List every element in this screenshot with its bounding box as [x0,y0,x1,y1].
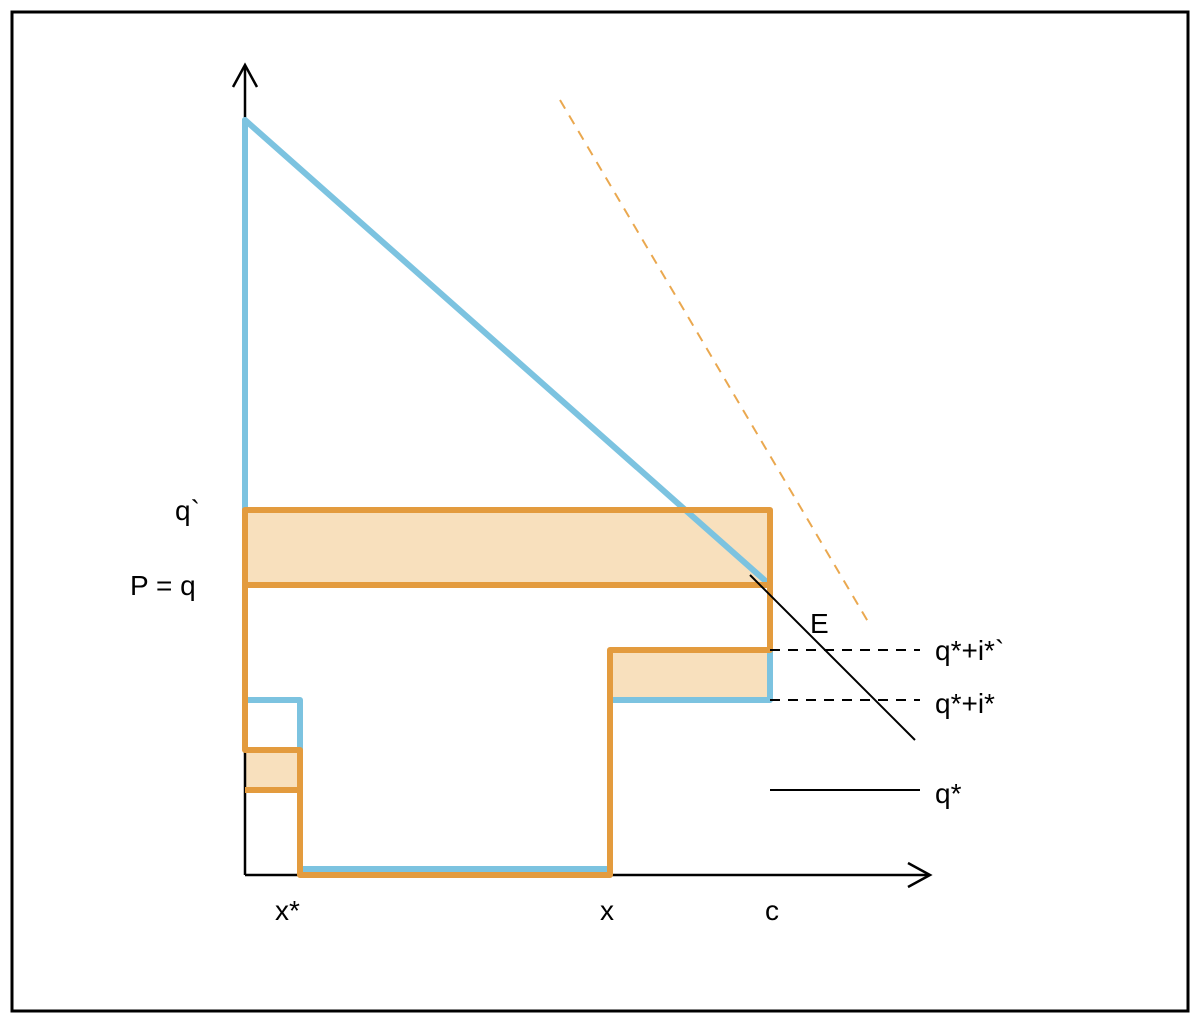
axes [233,65,930,887]
label-e: E [810,608,829,640]
label-x: x [600,895,614,927]
label-q-star: q* [935,778,961,810]
label-q-star-i-star: q*+i* [935,688,995,720]
orange-inner-step [245,585,770,875]
blue-step-path [245,120,770,869]
shaded-region-left [245,750,300,790]
shaded-region-top [245,510,770,585]
label-x-star: x* [275,895,300,927]
e-marginal-line [750,575,915,740]
label-c: c [765,895,779,927]
label-p-eq-q: P = q [130,570,196,602]
label-q-star-i-star-prime: q*+i*` [935,635,1004,667]
shaded-region-mid [610,650,770,700]
label-q-prime: q` [175,495,200,527]
